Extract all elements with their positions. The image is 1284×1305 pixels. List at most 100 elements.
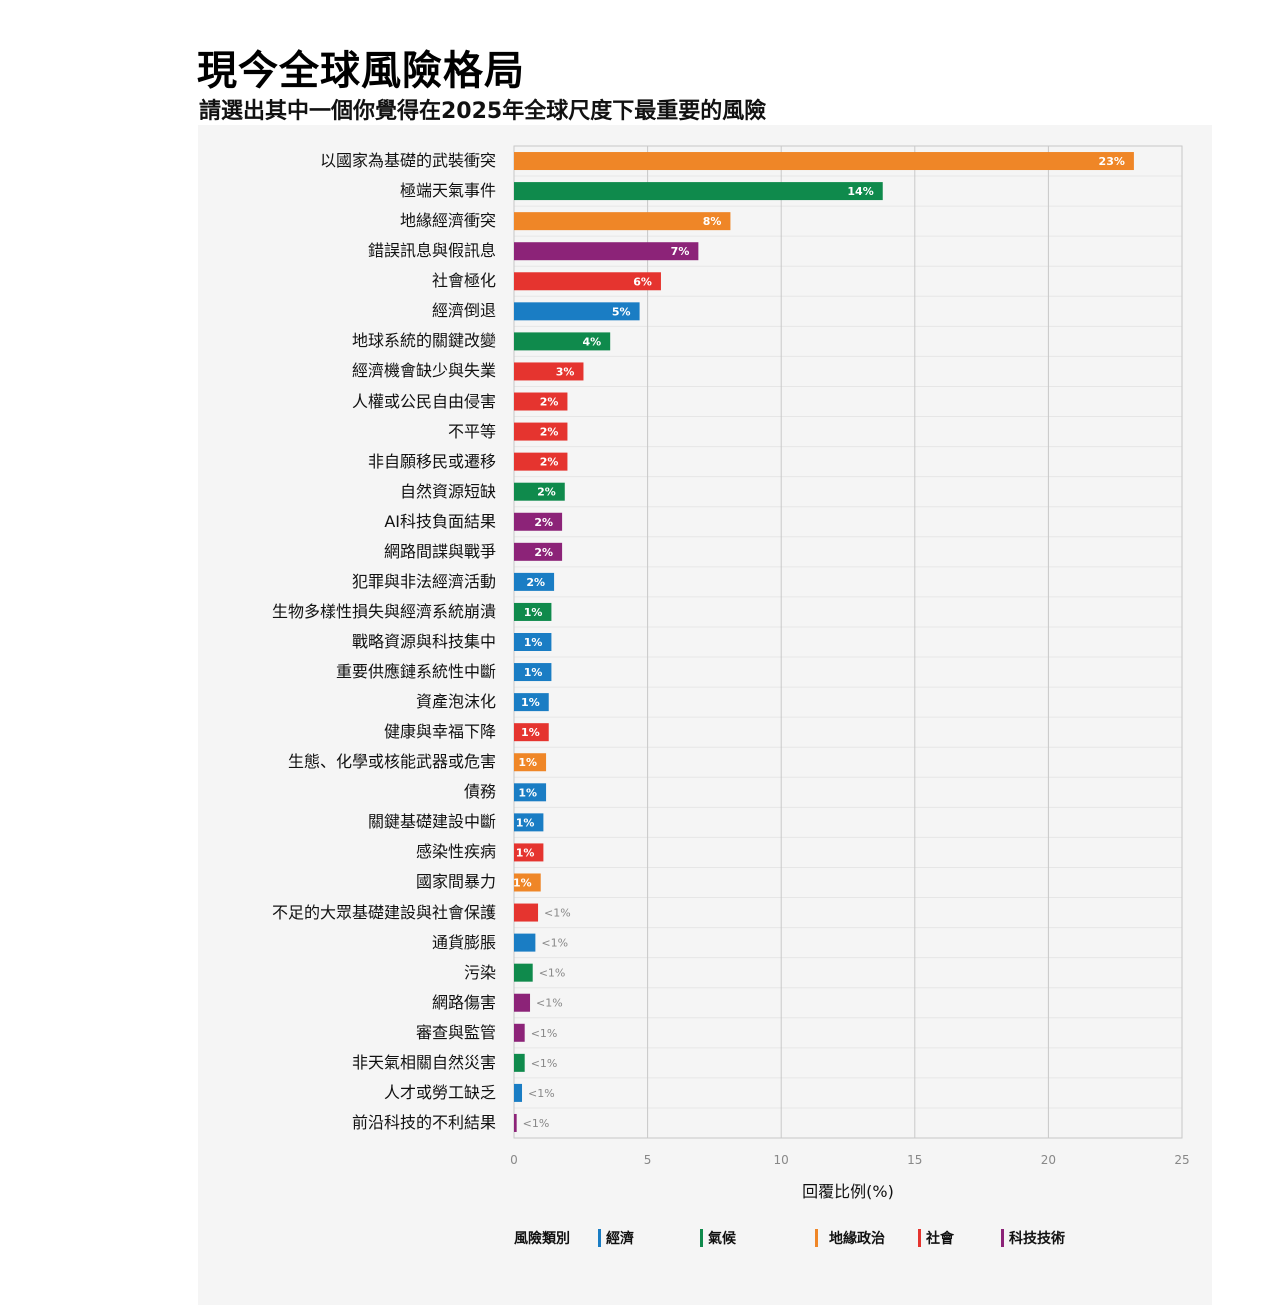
category-label: 生態、化學或核能武器或危害 [287,752,496,772]
bar-value-label: 1% [524,606,543,619]
category-label: 關鍵基礎建設中斷 [367,812,496,832]
bar [514,212,731,231]
bar-value-label: 2% [540,426,559,439]
bar [514,753,547,772]
bar [514,572,555,591]
bar [514,242,699,261]
legend-swatch-tech [1001,1229,1004,1247]
bar-value-label: 1% [518,756,537,769]
bar [514,422,568,441]
bar [514,362,584,381]
bar [514,272,661,291]
category-label: 不足的大眾基礎建設與社會保護 [271,902,496,922]
plot-frame [513,145,1183,1139]
bar-value-label: <1% [531,1057,558,1070]
bar-value-label: 4% [583,335,602,348]
bar-value-label: 2% [540,396,559,409]
bar [514,602,552,621]
bar-value-label: 2% [534,546,553,559]
bar [514,452,568,471]
bar [514,873,541,892]
bar-value-label: 2% [540,456,559,469]
bar [514,903,539,922]
bar [514,332,611,351]
bar [514,633,552,651]
category-label: 重要供應鏈系統性中斷 [335,662,496,682]
category-label: 生物多樣性損失與經濟系統崩潰 [271,601,496,621]
bar-value-label: 1% [524,636,543,649]
category-label: 地緣經濟衝突 [399,211,496,231]
category-label: 國家間暴力 [415,872,496,892]
category-label: 前沿科技的不利結果 [351,1112,496,1132]
category-label: 人權或公民自由侵害 [351,391,496,411]
category-label: 污染 [463,962,496,982]
legend-label-climate: 氣候 [708,1231,736,1247]
category-label: 人才或勞工缺乏 [383,1082,496,1102]
bar [514,1113,517,1132]
category-label: 非天氣相關自然災害 [351,1052,496,1072]
bar [514,512,563,531]
category-label: 經濟倒退 [431,301,496,321]
category-label: 通貨膨脹 [431,932,496,952]
bar-value-label: 3% [556,365,575,378]
bar-value-label: 23% [1099,155,1125,168]
category-label: 經濟機會缺少與失業 [351,361,496,381]
x-tick-label: 20 [1041,1153,1056,1167]
category-label: 健康與幸福下降 [383,722,496,742]
bar [514,993,531,1012]
x-tick-label: 0 [510,1153,518,1167]
bar-value-label: <1% [528,1087,555,1100]
bar [514,392,568,411]
category-label: 自然資源短缺 [399,481,496,501]
bar-value-label: <1% [544,907,571,920]
chart-subtitle: 請選出其中一個你覺得在2025年全球尺度下最重要的風險 [199,99,767,124]
bar-value-label: 6% [633,275,652,288]
bar-value-label: 1% [518,786,537,799]
bar-value-label: 1% [521,696,540,709]
category-label: 資產泡沫化 [415,692,496,712]
bar [514,482,565,501]
legend-label-tech: 科技技術 [1009,1231,1065,1247]
category-label: 地球系統的關鍵改變 [351,331,496,351]
bar-value-label: 2% [537,486,556,499]
bar-value-label: 7% [671,245,690,258]
legend-title: 風險類別 [514,1231,570,1247]
bar-value-label: 2% [534,516,553,529]
legend-label-economic: 經濟 [606,1231,634,1247]
category-label: 社會極化 [431,271,496,291]
category-label: 極端天氣事件 [399,181,496,201]
bar-value-label: 8% [703,215,722,228]
bar-value-label: <1% [536,997,563,1010]
bar [514,182,883,201]
bar-value-label: <1% [523,1117,550,1130]
category-label: 債務 [463,782,496,802]
bar [514,693,549,712]
bar [514,1023,525,1042]
bar [514,783,547,802]
bar [514,302,640,321]
bar-value-label: 1% [516,816,535,829]
category-label: AI科技負面結果 [384,511,496,531]
bar [514,843,544,862]
category-label: 網路傷害 [431,992,496,1012]
category-label: 犯罪與非法經濟活動 [351,571,496,591]
legend-label-social: 社會 [926,1231,954,1247]
bar [514,663,552,682]
x-tick-label: 25 [1174,1153,1189,1167]
chart-title: 現今全球風險格局 [197,48,525,94]
bar [514,1053,525,1072]
bar-value-label: 1% [513,876,532,889]
bar-value-label: 14% [847,185,873,198]
category-label: 戰略資源與科技集中 [351,632,496,651]
legend-swatch-social [918,1229,921,1247]
bar [514,723,549,742]
category-label: 以國家為基礎的武裝衝突 [319,151,496,171]
legend-swatch-geopolitical [815,1229,818,1247]
bar [514,933,536,952]
category-label: 網路間諜與戰爭 [383,541,496,561]
bar [514,963,533,982]
legend-label-geopolitical: 地緣政治 [829,1231,885,1247]
bar [514,813,544,832]
bar-value-label: 2% [526,576,545,589]
